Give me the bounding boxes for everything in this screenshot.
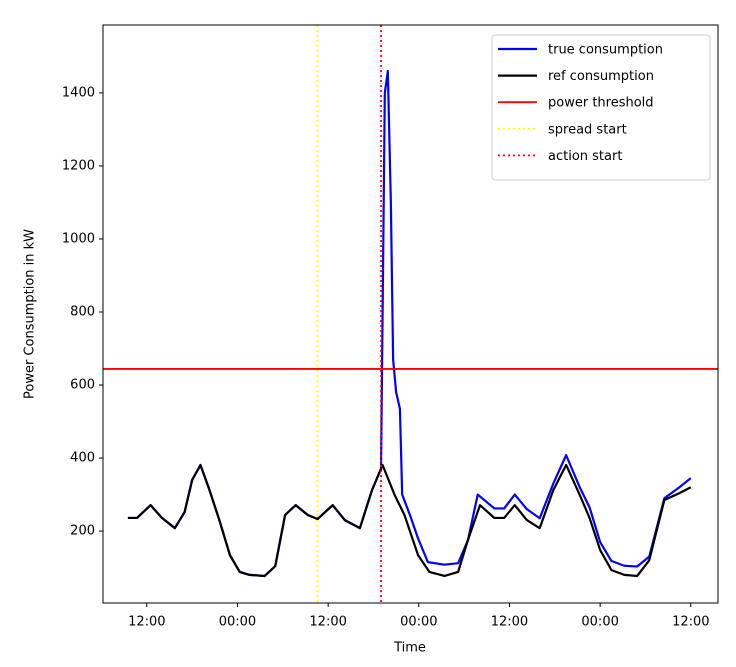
y-tick-label: 400 [70, 451, 95, 466]
y-tick-label: 600 [70, 378, 95, 393]
x-tick-label: 00:00 [400, 615, 437, 630]
legend-label: power threshold [548, 96, 654, 111]
series-line [127, 463, 692, 578]
y-tick-label: 800 [70, 304, 95, 319]
legend-label: spread start [548, 122, 627, 137]
legend-label: true consumption [548, 43, 663, 58]
legend-label: action start [548, 149, 622, 164]
x-tick-label: 12:00 [309, 615, 346, 630]
y-tick-label: 200 [70, 524, 95, 539]
y-axis-label: Power Consumption in kW [23, 229, 38, 399]
x-tick-label: 00:00 [219, 615, 256, 630]
x-tick-label: 12:00 [672, 615, 709, 630]
legend-box [491, 34, 711, 181]
x-tick-label: 12:00 [491, 615, 528, 630]
y-tick-label: 1400 [62, 85, 95, 100]
legend-label: ref consumption [548, 69, 654, 84]
y-tick-label: 1000 [62, 231, 95, 246]
x-tick-label: 00:00 [581, 615, 618, 630]
x-axis-label: Time [393, 641, 426, 656]
y-tick-label: 1200 [62, 158, 95, 173]
plot-frame [102, 24, 719, 604]
x-tick-label: 12:00 [128, 615, 165, 630]
